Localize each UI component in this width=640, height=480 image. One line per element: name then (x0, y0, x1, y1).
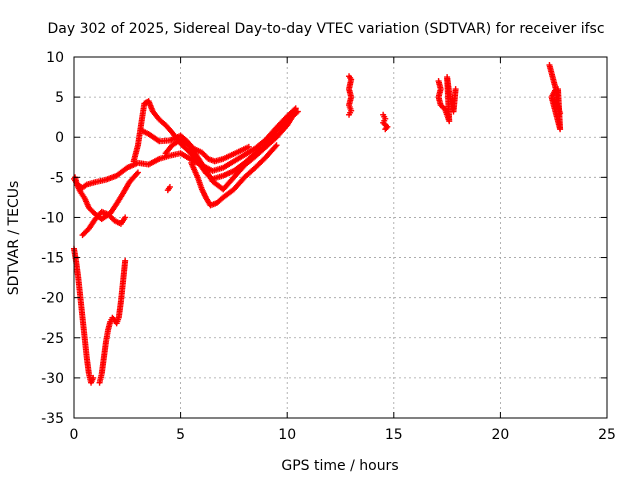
series-arc-K (346, 73, 355, 118)
data-point (122, 214, 129, 221)
data-point (133, 170, 140, 177)
y-tick-label: 0 (55, 130, 64, 146)
plot-frame (73, 56, 608, 419)
x-tick-label: 5 (176, 427, 185, 443)
data-point (346, 111, 353, 118)
x-tick-label: 25 (598, 427, 616, 443)
y-tick-labels: -35 -30 -25 -20 -15 -10 -5 0 5 10 (41, 50, 64, 427)
data-point (290, 111, 297, 118)
data-point (164, 187, 171, 194)
series-arc-B (72, 169, 141, 223)
series-arc-C (79, 208, 129, 239)
series-arc-D (71, 245, 97, 386)
y-axis-label: SDTVAR / TECUs (6, 181, 22, 296)
data-point (245, 143, 252, 150)
data-point (383, 124, 390, 131)
series-arc-H (162, 111, 297, 193)
data-point (452, 86, 459, 93)
x-tick-label: 10 (278, 427, 296, 443)
data-point (273, 142, 280, 149)
y-tick-label: -35 (41, 411, 64, 427)
series-arc-N (546, 62, 564, 133)
data-point (292, 105, 299, 112)
data-point (134, 169, 141, 176)
data-point (122, 257, 129, 264)
x-tick-label: 15 (385, 427, 403, 443)
y-tick-label: 5 (55, 90, 64, 106)
series-arc-M (435, 74, 459, 125)
y-tick-label: -10 (41, 210, 64, 226)
chart-title: Day 302 of 2025, Sidereal Day-to-day VTE… (47, 21, 604, 37)
x-tick-label: 0 (70, 427, 79, 443)
data-point (294, 108, 301, 115)
data-point (272, 143, 279, 150)
axis-ticks (73, 56, 608, 419)
series-arc-G (139, 127, 252, 165)
y-tick-label: -30 (41, 371, 64, 387)
series-arc-L (380, 111, 391, 133)
x-axis-label: GPS time / hours (281, 458, 398, 474)
y-tick-label: -15 (41, 251, 64, 267)
y-tick-label: -20 (41, 291, 64, 307)
data-point (557, 110, 564, 117)
y-tick-label: 10 (46, 50, 64, 66)
data-point (90, 374, 97, 381)
data-point (382, 126, 389, 133)
y-tick-label: -25 (41, 331, 64, 347)
series-arc-J (164, 183, 173, 194)
series-arc-I (188, 142, 280, 209)
data-points (71, 62, 564, 386)
series-arc-E (96, 257, 129, 386)
grid (74, 57, 607, 418)
x-tick-labels: 0 5 10 15 20 25 (70, 427, 616, 443)
x-tick-label: 20 (491, 427, 509, 443)
y-tick-label: -5 (50, 170, 64, 186)
